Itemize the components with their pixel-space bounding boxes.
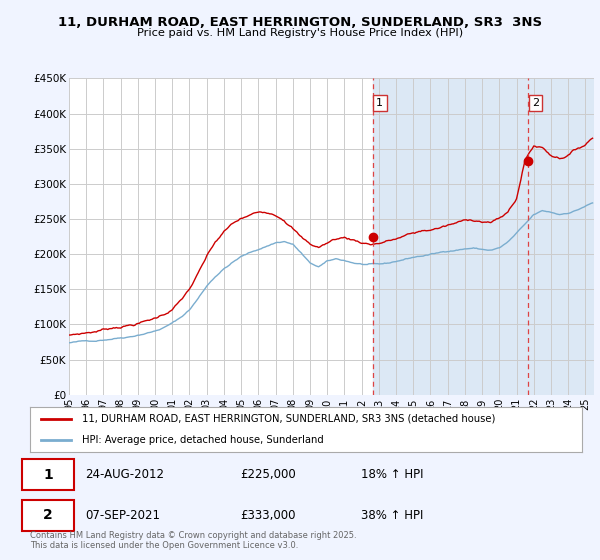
Text: 38% ↑ HPI: 38% ↑ HPI	[361, 509, 424, 522]
FancyBboxPatch shape	[22, 459, 74, 490]
Text: Price paid vs. HM Land Registry's House Price Index (HPI): Price paid vs. HM Land Registry's House …	[137, 28, 463, 38]
FancyBboxPatch shape	[22, 500, 74, 531]
Text: HPI: Average price, detached house, Sunderland: HPI: Average price, detached house, Sund…	[82, 435, 324, 445]
Text: 11, DURHAM ROAD, EAST HERRINGTON, SUNDERLAND, SR3 3NS (detached house): 11, DURHAM ROAD, EAST HERRINGTON, SUNDER…	[82, 414, 496, 424]
Text: £333,000: £333,000	[240, 509, 295, 522]
Text: 11, DURHAM ROAD, EAST HERRINGTON, SUNDERLAND, SR3  3NS: 11, DURHAM ROAD, EAST HERRINGTON, SUNDER…	[58, 16, 542, 29]
Text: 2: 2	[43, 508, 53, 522]
Text: £225,000: £225,000	[240, 468, 296, 481]
Text: Contains HM Land Registry data © Crown copyright and database right 2025.
This d: Contains HM Land Registry data © Crown c…	[30, 530, 356, 550]
Text: 1: 1	[43, 468, 53, 482]
Text: 2: 2	[532, 98, 539, 108]
Text: 18% ↑ HPI: 18% ↑ HPI	[361, 468, 424, 481]
Bar	[373, 78, 600, 395]
Text: 1: 1	[376, 98, 383, 108]
Text: 07-SEP-2021: 07-SEP-2021	[85, 509, 160, 522]
Text: 24-AUG-2012: 24-AUG-2012	[85, 468, 164, 481]
